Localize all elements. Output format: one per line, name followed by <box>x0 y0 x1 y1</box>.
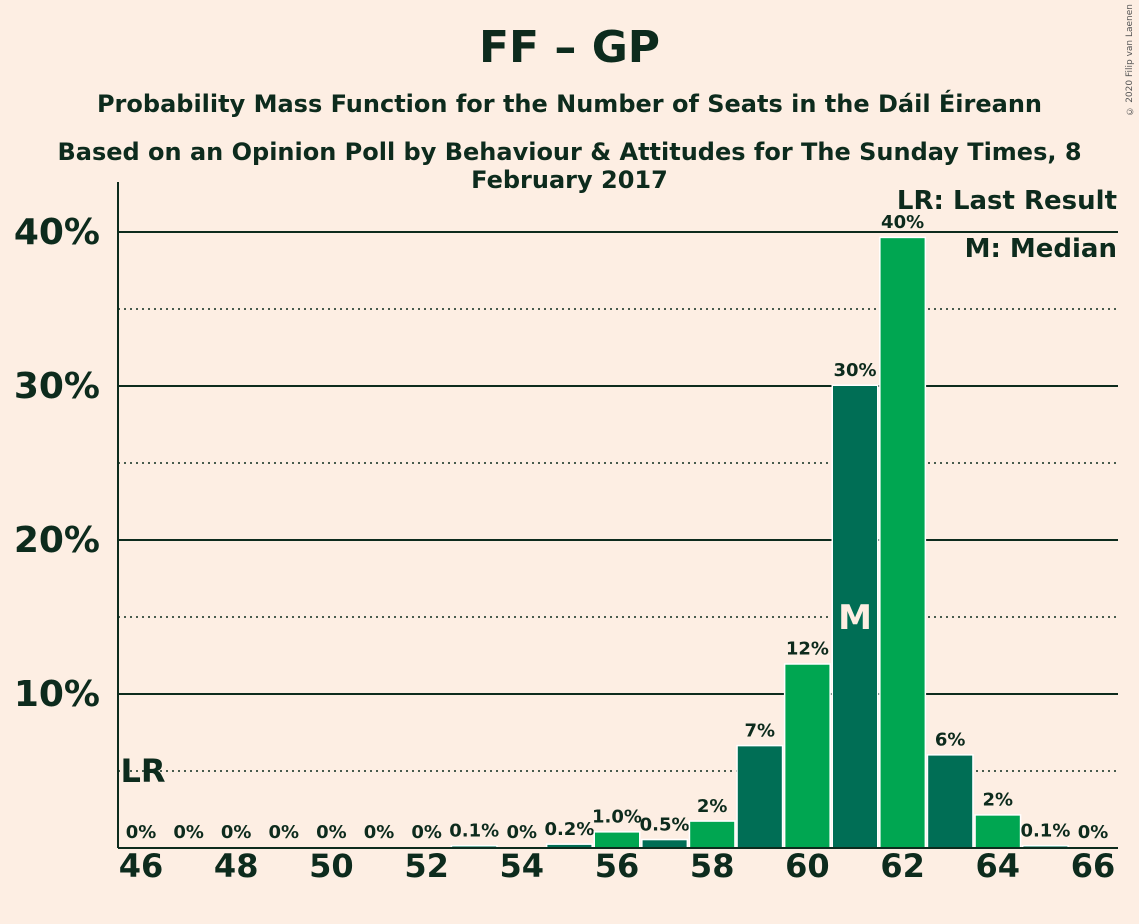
x-tick-label: 64 <box>976 847 1021 885</box>
bar <box>737 746 782 848</box>
data-label: 0.2% <box>544 819 594 840</box>
data-label: 0% <box>126 822 157 843</box>
x-tick-label: 46 <box>119 847 164 885</box>
y-tick-label: 30% <box>14 366 100 407</box>
bar <box>785 664 830 848</box>
legend-median: M: Median <box>965 234 1117 264</box>
y-tick-label: 10% <box>14 674 100 715</box>
bar <box>595 832 639 848</box>
data-label: 2% <box>983 790 1014 811</box>
data-label: 12% <box>786 639 829 660</box>
data-label: 0% <box>1078 822 1109 843</box>
x-tick-label: 54 <box>500 847 545 885</box>
data-label: 0% <box>173 822 204 843</box>
chart-title: FF – GP <box>478 22 661 73</box>
data-label: 30% <box>833 360 876 381</box>
x-tick-label: 58 <box>690 847 735 885</box>
data-label: 40% <box>881 212 924 233</box>
bar <box>880 238 925 848</box>
bar <box>928 755 973 848</box>
data-label: 0% <box>316 822 347 843</box>
x-tick-label: 56 <box>595 847 640 885</box>
data-label: 2% <box>697 796 728 817</box>
data-label: 0% <box>411 822 442 843</box>
y-tick-label: 20% <box>14 520 100 561</box>
chart-subtitle: Probability Mass Function for the Number… <box>96 90 1043 118</box>
bar <box>690 821 735 848</box>
data-label: 0.1% <box>449 820 499 841</box>
x-tick-label: 50 <box>309 847 354 885</box>
data-label: 0.5% <box>640 814 690 835</box>
x-tick-label: 48 <box>214 847 259 885</box>
data-label: 0% <box>364 822 395 843</box>
median-marker: M <box>838 598 872 638</box>
x-tick-label: 60 <box>785 847 830 885</box>
bar <box>642 840 687 848</box>
y-tick-label: 40% <box>14 212 100 253</box>
data-label: 6% <box>935 730 966 751</box>
data-label: 0% <box>269 822 300 843</box>
x-tick-label: 66 <box>1071 847 1116 885</box>
legend-last-result: LR: Last Result <box>897 186 1117 216</box>
x-tick-label: 62 <box>880 847 925 885</box>
last-result-marker: LR <box>120 752 165 790</box>
data-label: 0% <box>221 822 252 843</box>
x-tick-label: 52 <box>404 847 449 885</box>
bar <box>833 386 877 848</box>
data-label: 1.0% <box>592 807 642 828</box>
data-label: 0% <box>507 822 538 843</box>
bar <box>975 815 1020 848</box>
chart-source-line: Based on an Opinion Poll by Behaviour & … <box>57 138 1082 194</box>
data-label: 7% <box>745 720 776 741</box>
data-label: 0.1% <box>1020 820 1070 841</box>
bar <box>547 844 592 848</box>
